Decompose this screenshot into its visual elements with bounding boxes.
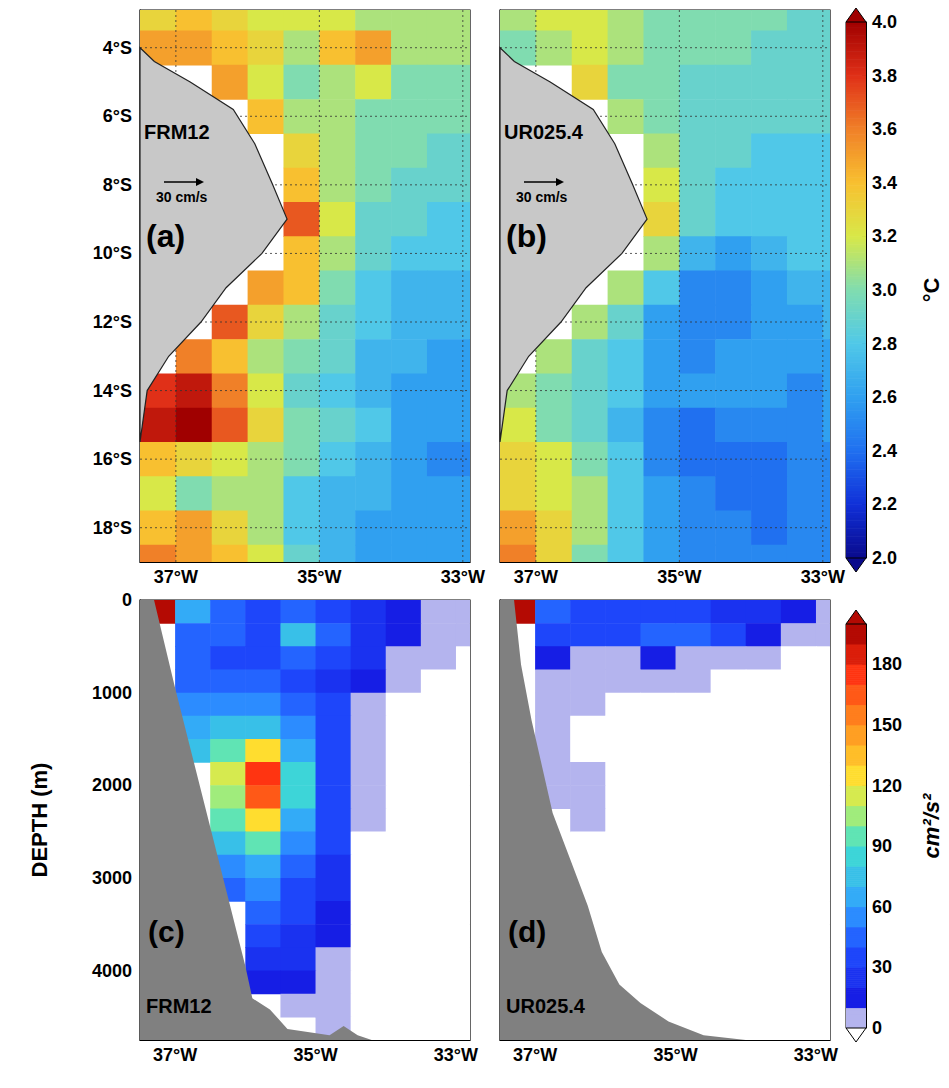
svg-text:2.8: 2.8	[872, 334, 897, 354]
svg-text:3.6: 3.6	[872, 119, 897, 139]
svg-text:33°W: 33°W	[794, 1045, 838, 1065]
svg-text:UR025.4: UR025.4	[504, 121, 584, 143]
svg-text:4000: 4000	[92, 961, 132, 981]
svg-text:UR025.4: UR025.4	[506, 995, 586, 1017]
svg-text:3.0: 3.0	[872, 280, 897, 300]
svg-text:30 cm/s: 30 cm/s	[516, 189, 568, 205]
svg-text:14°S: 14°S	[93, 381, 132, 401]
svg-text:3.8: 3.8	[872, 66, 897, 86]
svg-text:16°S: 16°S	[93, 449, 132, 469]
svg-text:cm²/s²: cm²/s²	[919, 793, 944, 858]
svg-text:8°S: 8°S	[103, 175, 132, 195]
svg-text:(c): (c)	[148, 915, 185, 948]
svg-text:2.4: 2.4	[872, 441, 897, 461]
svg-text:90: 90	[872, 836, 892, 856]
svg-text:FRM12: FRM12	[144, 121, 210, 143]
svg-text:3.4: 3.4	[872, 173, 897, 193]
svg-text:33°W: 33°W	[441, 567, 485, 587]
svg-text:33°W: 33°W	[801, 567, 845, 587]
svg-text:18°S: 18°S	[93, 518, 132, 538]
svg-text:FRM12: FRM12	[146, 995, 212, 1017]
svg-text:12°S: 12°S	[93, 312, 132, 332]
svg-text:4°S: 4°S	[103, 38, 132, 58]
svg-text:(b): (b)	[506, 218, 547, 254]
svg-text:0: 0	[872, 1018, 882, 1038]
svg-text:3000: 3000	[92, 868, 132, 888]
svg-text:2.2: 2.2	[872, 494, 897, 514]
svg-text:0: 0	[122, 590, 132, 610]
svg-text:2000: 2000	[92, 775, 132, 795]
svg-text:35°W: 35°W	[297, 567, 341, 587]
svg-text:35°W: 35°W	[293, 1045, 337, 1065]
svg-text:60: 60	[872, 897, 892, 917]
svg-text:1000: 1000	[92, 683, 132, 703]
svg-text:37°W: 37°W	[153, 1045, 197, 1065]
svg-text:37°W: 37°W	[513, 1045, 557, 1065]
svg-text:30 cm/s: 30 cm/s	[156, 189, 208, 205]
svg-text:37°W: 37°W	[154, 567, 198, 587]
svg-text:35°W: 35°W	[653, 1045, 697, 1065]
svg-text:120: 120	[872, 776, 902, 796]
svg-text:°C: °C	[919, 278, 944, 303]
svg-text:10°S: 10°S	[93, 243, 132, 263]
svg-text:2.6: 2.6	[872, 387, 897, 407]
svg-text:180: 180	[872, 654, 902, 674]
svg-text:35°W: 35°W	[657, 567, 701, 587]
svg-text:4.0: 4.0	[872, 12, 897, 32]
svg-text:33°W: 33°W	[434, 1045, 478, 1065]
svg-text:3.2: 3.2	[872, 226, 897, 246]
svg-text:(d): (d)	[508, 915, 546, 948]
svg-text:150: 150	[872, 715, 902, 735]
svg-text:6°S: 6°S	[103, 106, 132, 126]
svg-text:(a): (a)	[146, 218, 185, 254]
svg-text:DEPTH (m): DEPTH (m)	[27, 763, 52, 878]
svg-text:30: 30	[872, 957, 892, 977]
svg-text:37°W: 37°W	[514, 567, 558, 587]
svg-text:2.0: 2.0	[872, 548, 897, 568]
